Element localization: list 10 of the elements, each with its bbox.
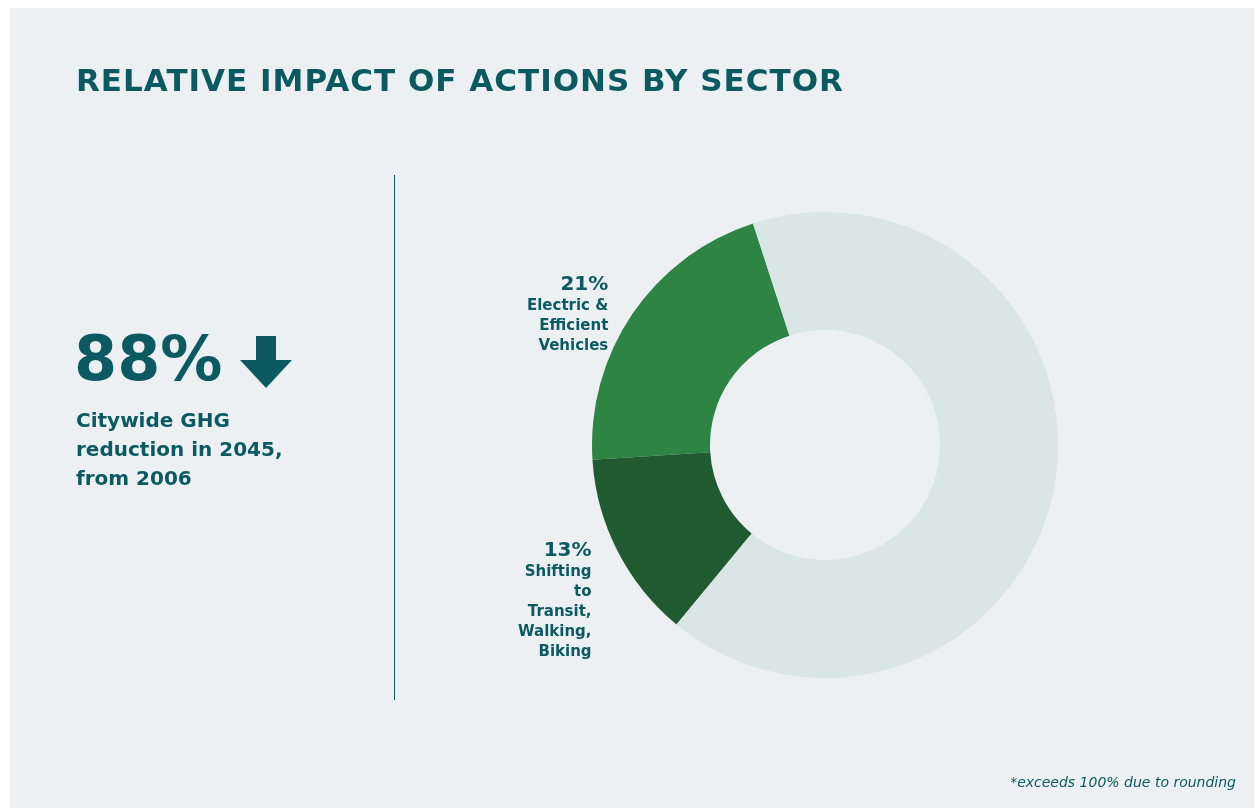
slice-label: Shifting to Transit, Walking, Biking [518, 561, 592, 660]
data-label: 21% [560, 270, 609, 295]
chart-title: RELATIVE IMPACT OF ACTIONS BY SECTOR [76, 62, 844, 98]
data-label: 13% [543, 536, 592, 561]
donut-slice [676, 212, 1058, 678]
slice-label: Electric & Efficient Vehicles [526, 295, 609, 354]
donut-slice [592, 452, 752, 625]
text: *exceeds 100% due to rounding [1010, 774, 1236, 790]
text: 88% [74, 322, 223, 395]
text: Citywide GHG reduction in 2045, from 2006 [76, 407, 284, 492]
